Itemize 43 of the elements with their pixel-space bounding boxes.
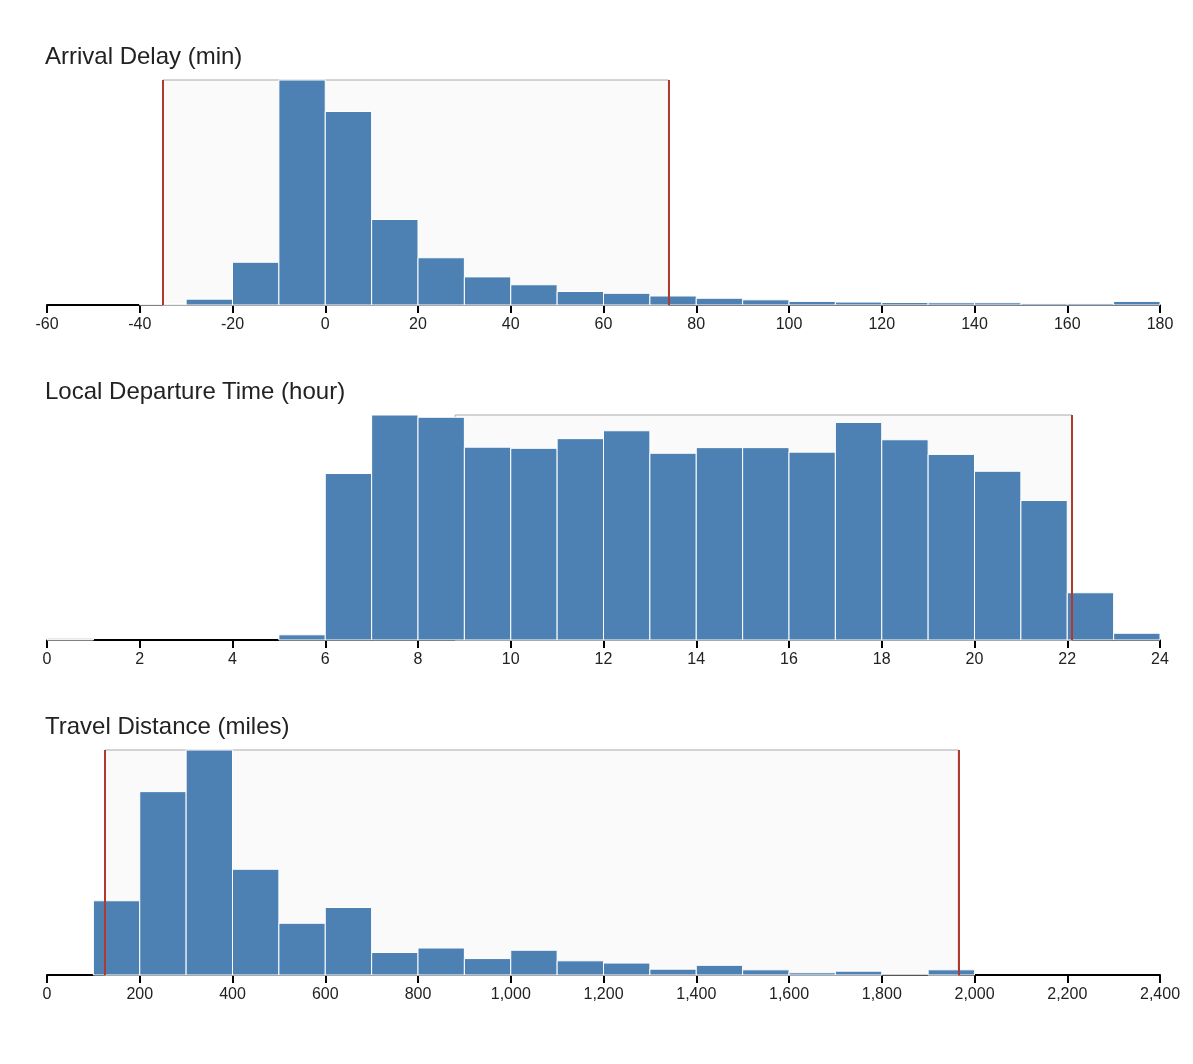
x-tick-label: 40 (501, 314, 520, 332)
x-tick-label: 800 (404, 984, 432, 1002)
x-tick-label: 4 (228, 649, 238, 667)
x-tick-label: 140 (961, 314, 988, 332)
x-tick-label: 80 (687, 314, 706, 332)
x-tick-label: 8 (413, 649, 423, 667)
x-tick-label: 20 (965, 649, 984, 667)
x-tick-label: 20 (409, 314, 427, 332)
x-tick-label: 0 (42, 649, 52, 667)
x-tick-label: 18 (872, 649, 891, 667)
x-tick-label: 600 (311, 984, 339, 1002)
x-tick-label: 1,200 (583, 984, 624, 1002)
x-tick-label: 1,400 (676, 984, 717, 1002)
x-tick-label: 1,600 (768, 984, 810, 1002)
x-tick-label: 2,200 (1047, 984, 1088, 1002)
x-tick-label: 12 (594, 649, 613, 667)
x-tick-label: -20 (220, 314, 245, 332)
chart-title: Local Departure Time (hour) (45, 376, 346, 404)
x-tick-label: 2 (135, 649, 145, 667)
chart-title: Travel Distance (miles) (45, 711, 290, 739)
x-tick-label: 400 (219, 984, 246, 1002)
x-tick-label: 200 (126, 984, 154, 1002)
x-tick-label: 0 (42, 984, 52, 1002)
x-tick-label: 14 (687, 649, 706, 667)
x-tick-label: 0 (320, 314, 330, 332)
x-tick-label: 16 (780, 649, 798, 667)
x-tick-label: 1,800 (861, 984, 902, 1002)
x-tick-label: 22 (1058, 649, 1077, 667)
x-tick-label: 120 (868, 314, 896, 332)
bar (46, 637, 94, 641)
x-tick-label: 180 (1146, 314, 1174, 332)
x-tick-label: 2,400 (1139, 984, 1181, 1002)
x-tick-label: -60 (35, 314, 59, 332)
x-tick-label: 24 (1151, 649, 1169, 667)
x-tick-label: 60 (594, 314, 613, 332)
x-tick-label: 10 (501, 649, 520, 667)
chart-title: Arrival Delay (min) (45, 41, 243, 69)
x-tick-label: 6 (320, 649, 330, 667)
x-tick-label: 160 (1053, 314, 1081, 332)
x-tick-label: 2,000 (954, 984, 995, 1002)
x-tick-label: -40 (128, 314, 152, 332)
x-tick-label: 100 (775, 314, 803, 332)
x-tick-label: 1,000 (490, 984, 531, 1002)
